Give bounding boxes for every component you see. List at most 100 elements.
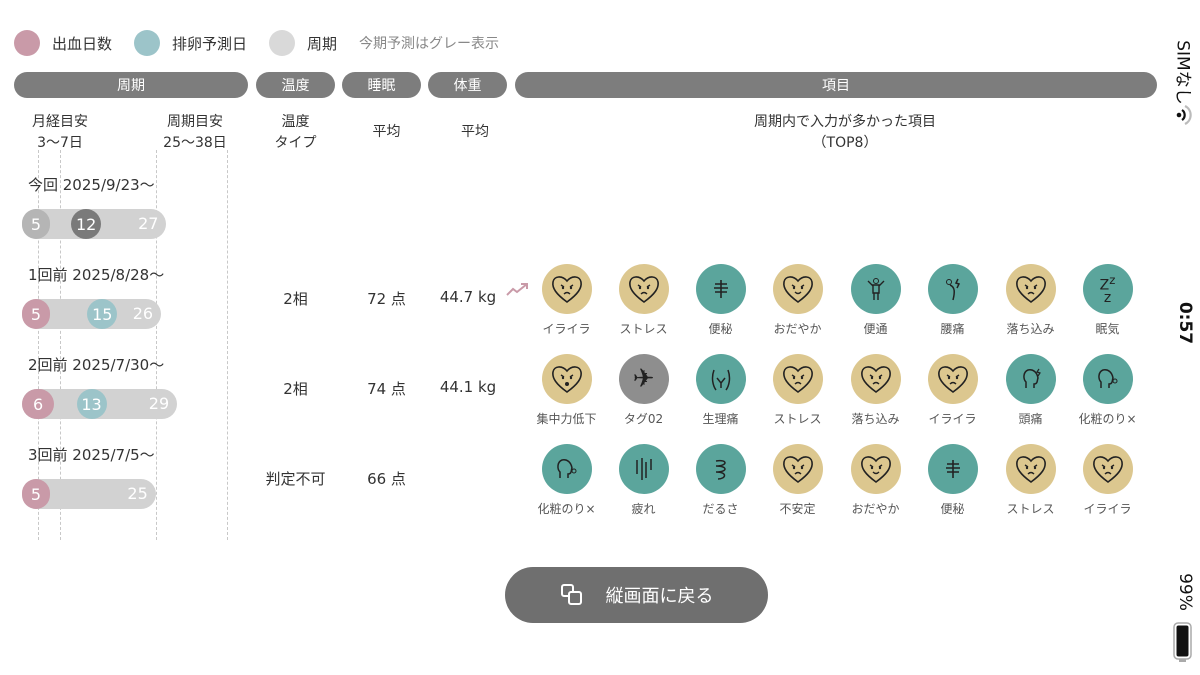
top-item-tag[interactable]: ストレス bbox=[605, 264, 682, 337]
top-item-tag[interactable]: 生理痛 bbox=[682, 354, 759, 427]
sleep-avg: 72 点 bbox=[367, 290, 406, 308]
tag-label: 生理痛 bbox=[702, 412, 739, 426]
back-pain-icon bbox=[927, 264, 978, 314]
cycle-bar[interactable]: 6 13 29 bbox=[22, 389, 178, 419]
temp-type: 2相 bbox=[283, 380, 308, 398]
return-portrait-button[interactable]: 縦画面に戻る bbox=[505, 567, 768, 623]
temp-sub-l1: 温度 bbox=[281, 114, 310, 130]
top-item-tag[interactable]: 集中力低下 bbox=[528, 354, 605, 427]
header-items: 項目 bbox=[515, 72, 1157, 98]
sleep-avg: 66 点 bbox=[367, 470, 406, 488]
cycle-bar[interactable]: 5 12 27 bbox=[22, 209, 167, 239]
header-sleep: 睡眠 bbox=[342, 72, 421, 98]
top-item-tag[interactable]: Zz z 眠気 bbox=[1069, 264, 1146, 337]
clock: 0:57 bbox=[1175, 301, 1195, 345]
cycle-length: 25 bbox=[127, 484, 148, 503]
top-item-tag[interactable]: 化粧のり× bbox=[1069, 354, 1146, 427]
tag-label: ストレス bbox=[1006, 502, 1055, 516]
sleepy-icon: Zz z bbox=[1082, 264, 1133, 314]
top-item-tag[interactable]: 疲れ bbox=[605, 444, 682, 517]
period-days: 5 bbox=[22, 299, 50, 329]
top-item-tag[interactable]: ストレス bbox=[759, 354, 836, 427]
ovulation-day: 13 bbox=[76, 389, 107, 419]
cycle-length: 29 bbox=[148, 394, 170, 413]
stressed-heart-icon bbox=[772, 354, 823, 404]
tag-label: 頭痛 bbox=[1018, 412, 1043, 426]
temp-type: 判定不可 bbox=[265, 470, 326, 488]
top-item-tag[interactable]: 腰痛 bbox=[914, 264, 991, 337]
tag-label: おだやか bbox=[851, 502, 900, 516]
tag-label: タグ02 bbox=[623, 412, 664, 426]
legend-label: 周期 bbox=[307, 34, 338, 53]
period-guide-label: 月経目安 bbox=[32, 114, 88, 130]
cycle-row-label: 今回 2025/9/23〜 bbox=[28, 176, 155, 194]
headache-icon bbox=[1005, 354, 1056, 404]
return-portrait-label: 縦画面に戻る bbox=[605, 586, 714, 607]
tag-label: 化粧のり× bbox=[1078, 412, 1137, 426]
temp-subheader: 温度 タイプ bbox=[256, 112, 335, 154]
top-item-tag[interactable]: 不安定 bbox=[759, 444, 836, 517]
weight-avg: 44.1 kg bbox=[439, 378, 497, 396]
tag-label: だるさ bbox=[702, 502, 739, 516]
period-days: 6 bbox=[22, 389, 55, 419]
depressed-heart-icon bbox=[850, 354, 901, 404]
top-item-tag[interactable]: イライラ bbox=[1069, 444, 1146, 517]
unstable-heart-icon bbox=[772, 444, 823, 494]
legend-ovulation: 排卵予測日 bbox=[134, 30, 247, 56]
top-item-tag[interactable]: だるさ bbox=[682, 444, 759, 517]
depressed-heart-icon bbox=[1005, 264, 1056, 314]
ovulation-day: 12 bbox=[71, 209, 102, 239]
top-item-tag[interactable]: 化粧のり× bbox=[528, 444, 605, 517]
weight-subheader: 平均 bbox=[461, 124, 489, 140]
items-subheader: 周期内で入力が多かった項目 （TOP8） bbox=[515, 112, 1175, 154]
top-item-tag[interactable]: イライラ bbox=[914, 354, 991, 427]
tag-label: ストレス bbox=[619, 322, 668, 336]
guide-line-day25 bbox=[156, 150, 157, 540]
top-item-tag[interactable]: 頭痛 bbox=[992, 354, 1069, 427]
tag-label: おだやか bbox=[773, 322, 822, 336]
legend-bleeding: 出血日数 bbox=[14, 30, 112, 56]
airplane-icon: ✈ bbox=[618, 354, 669, 404]
carrier-status: SIMなし bbox=[1172, 40, 1193, 105]
tag-label: 眠気 bbox=[1095, 322, 1120, 336]
stressed-heart-icon bbox=[618, 264, 669, 314]
trend-up-icon bbox=[506, 283, 528, 296]
cycle-row-label: 1回前 2025/8/28〜 bbox=[28, 266, 165, 284]
top-item-tag[interactable]: 便秘 bbox=[682, 264, 759, 337]
cycle-row-label: 2回前 2025/7/30〜 bbox=[28, 356, 165, 374]
calm-heart-icon bbox=[772, 264, 823, 314]
top-item-tag[interactable]: 便通 bbox=[837, 264, 914, 337]
top-item-tag[interactable]: ✈ タグ02 bbox=[605, 354, 682, 427]
items-sub-l2: （TOP8） bbox=[812, 135, 878, 151]
period-days: 5 bbox=[22, 479, 50, 509]
angry-heart-icon bbox=[1082, 444, 1133, 494]
header-weight: 体重 bbox=[428, 72, 507, 98]
top-item-tag[interactable]: おだやか bbox=[759, 264, 836, 337]
top-item-tag[interactable]: 落ち込み bbox=[837, 354, 914, 427]
tag-label: 化粧のり× bbox=[537, 502, 596, 516]
dizzy-heart-icon bbox=[541, 354, 592, 404]
tag-label: 便秘 bbox=[708, 322, 733, 336]
top-item-tag[interactable]: ストレス bbox=[992, 444, 1069, 517]
cycle-bar[interactable]: 5 25 bbox=[22, 479, 156, 509]
top-item-tag[interactable]: イライラ bbox=[528, 264, 605, 337]
legend: 出血日数 排卵予測日 周期 今期予測はグレー表示 bbox=[14, 30, 499, 56]
cycle-bar[interactable]: 5 15 26 bbox=[22, 299, 162, 329]
rotate-screen-icon bbox=[560, 584, 582, 605]
tag-label: イライラ bbox=[1083, 502, 1132, 516]
bleeding-dot-icon bbox=[14, 30, 40, 56]
cycle-guide: 周期目安 25〜38日 bbox=[145, 112, 245, 154]
top-item-tag[interactable]: おだやか bbox=[837, 444, 914, 517]
tag-label: 不安定 bbox=[779, 502, 816, 516]
constipation-icon bbox=[695, 264, 746, 314]
temp-sub-l2: タイプ bbox=[274, 135, 317, 151]
sleep-avg: 74 点 bbox=[367, 380, 406, 398]
battery-icon bbox=[1173, 622, 1192, 662]
top-item-tag[interactable]: 便秘 bbox=[914, 444, 991, 517]
wifi-icon bbox=[1176, 105, 1192, 125]
ovulation-dot-icon bbox=[134, 30, 161, 56]
top-item-tag[interactable]: 落ち込み bbox=[992, 264, 1069, 337]
items-sub-l1: 周期内で入力が多かった項目 bbox=[754, 114, 936, 130]
tag-label: イライラ bbox=[928, 412, 977, 426]
temp-type: 2相 bbox=[283, 290, 308, 308]
